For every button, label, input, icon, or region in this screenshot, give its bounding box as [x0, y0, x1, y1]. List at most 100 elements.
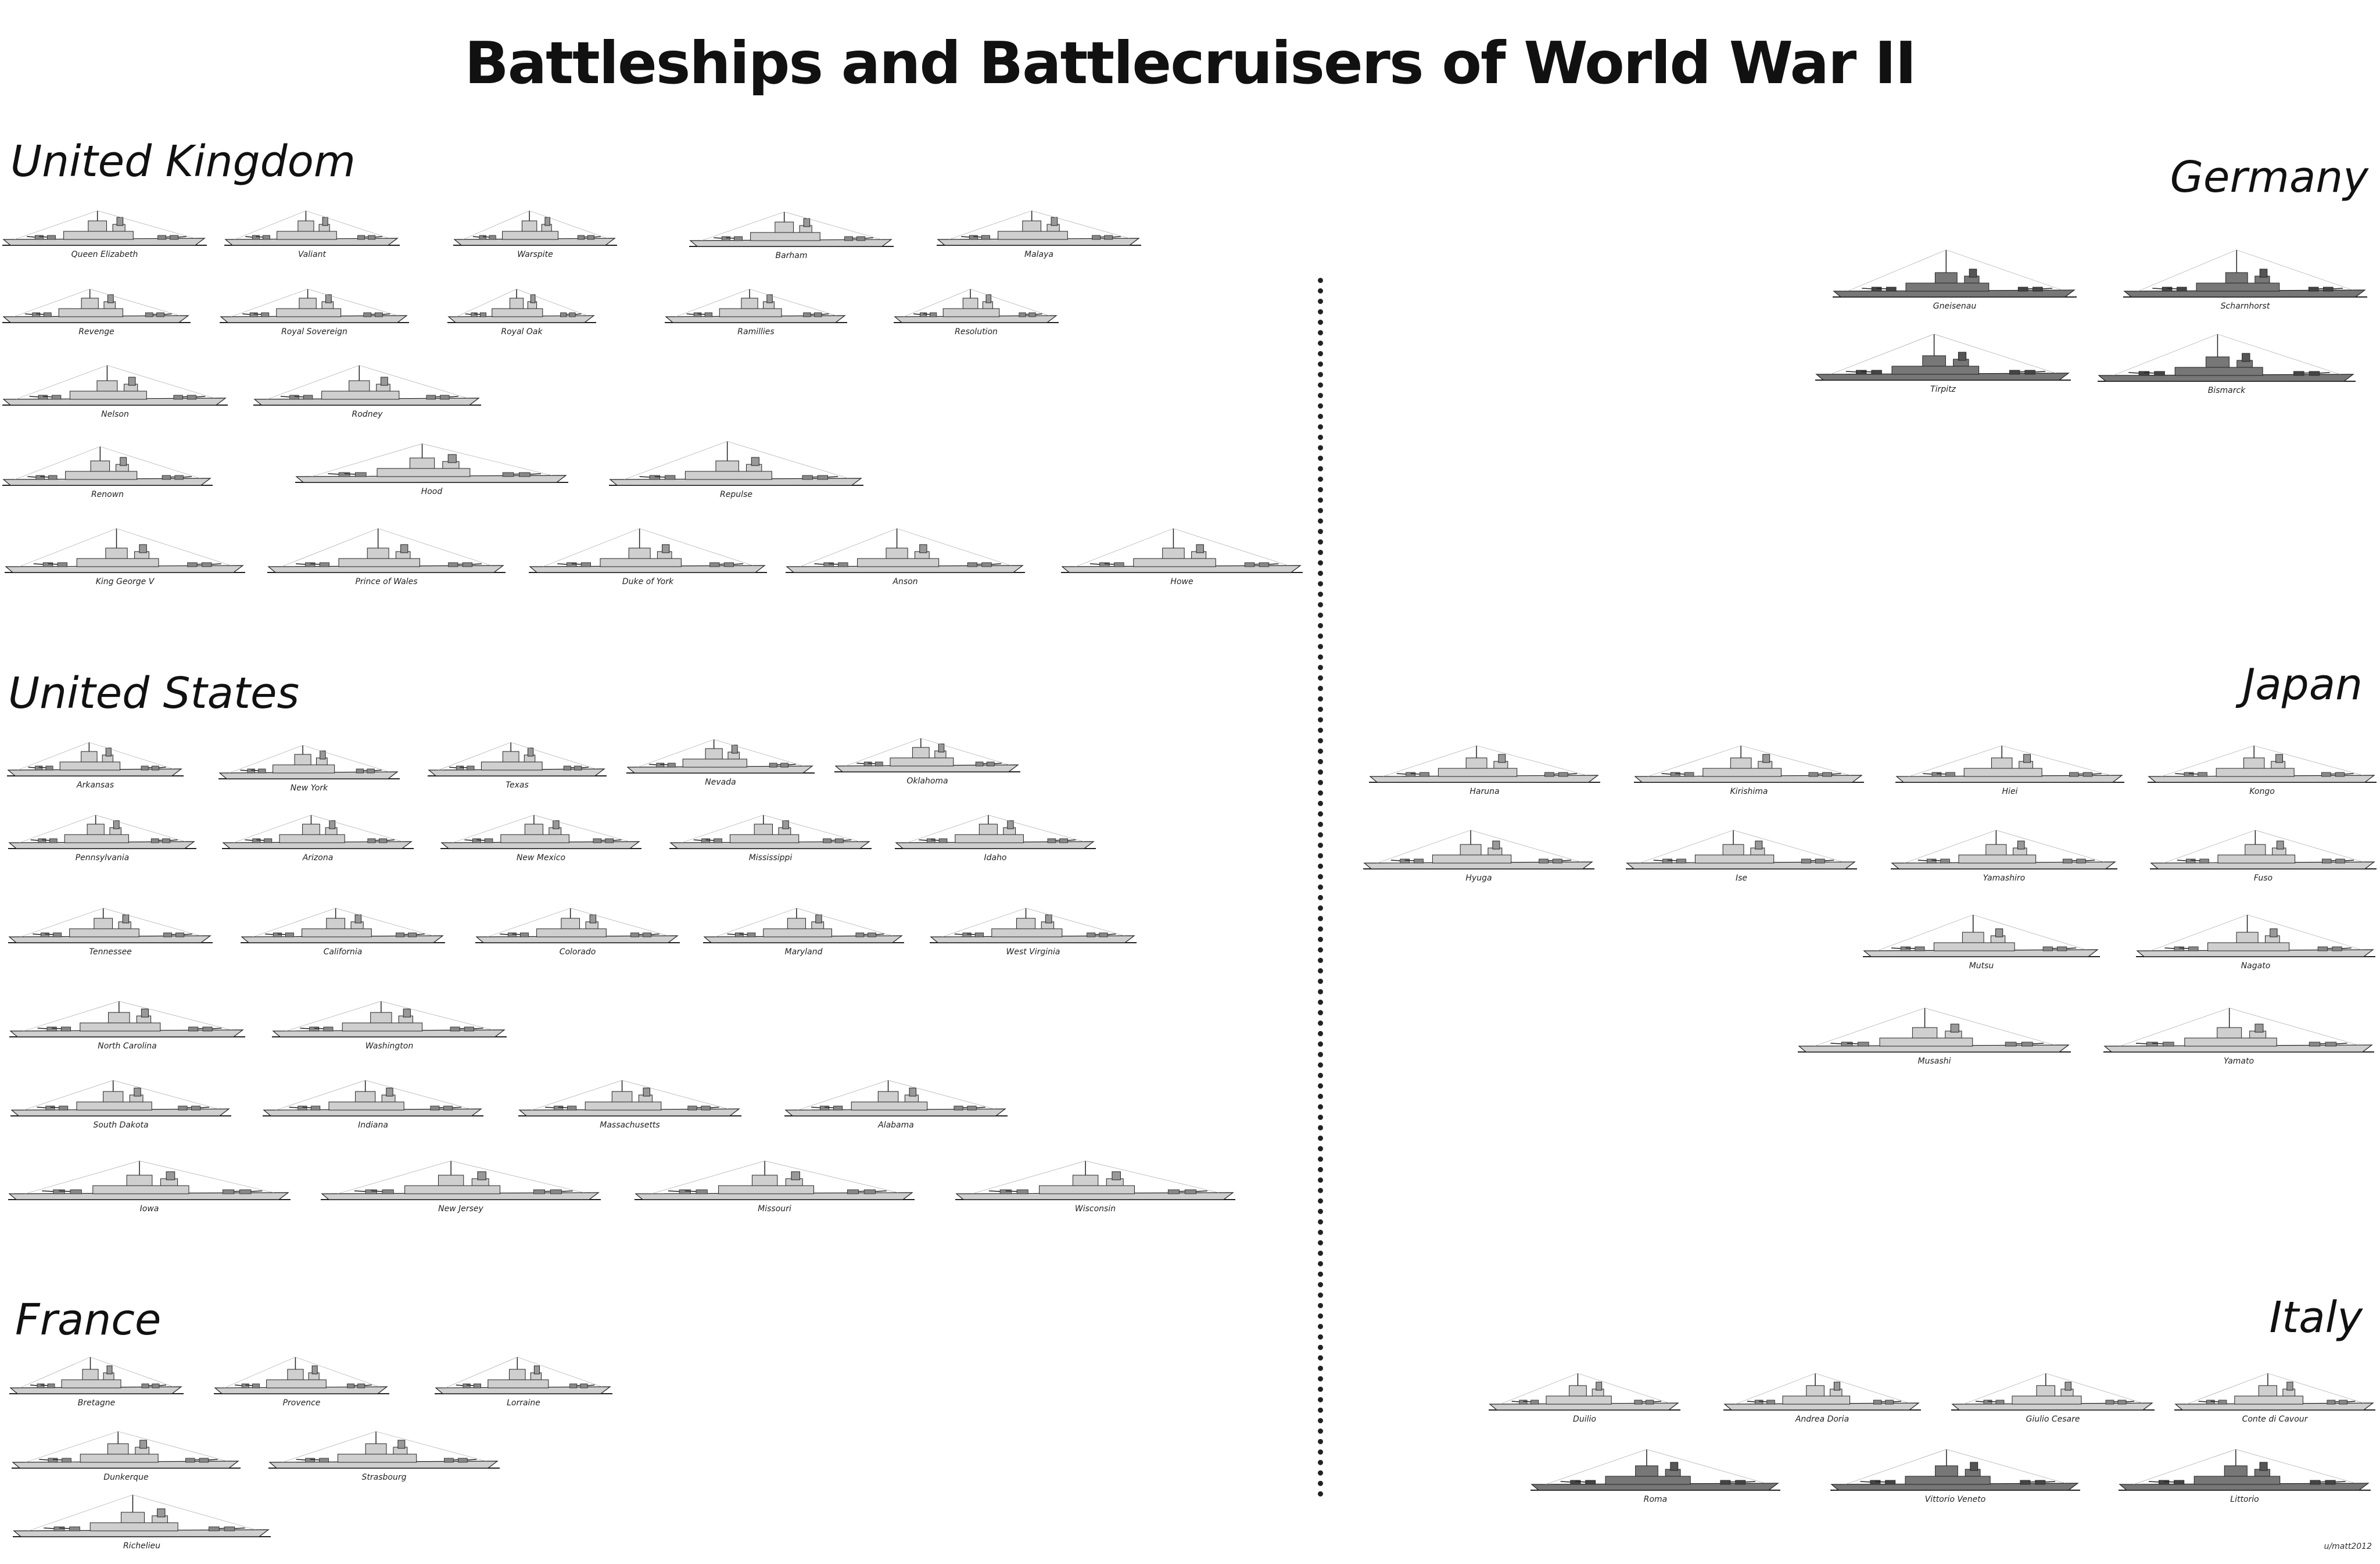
- ship-profile-icon: [224, 210, 400, 246]
- ship-name-label: South Dakota: [93, 1121, 149, 1130]
- ship-name-label: Duke of York: [622, 577, 674, 586]
- ship-name-label: Hyuga: [1465, 874, 1492, 883]
- ship-name-label: Malaya: [1024, 250, 1053, 259]
- ship-profile-icon: [609, 441, 863, 486]
- ship-warspite: Warspite: [453, 209, 617, 263]
- ship-profile-icon: [12, 1431, 241, 1469]
- ship-ramillies: Ramillies: [665, 288, 847, 340]
- ship-arkansas: Arkansas: [7, 741, 184, 793]
- ship-texas: Texas: [428, 741, 607, 793]
- ship-hiei: Hiei: [1895, 744, 2124, 800]
- ship-profile-icon: [7, 742, 184, 776]
- ship-profile-icon: [2, 446, 213, 486]
- ship-profile-icon: [268, 1431, 500, 1469]
- ship-littorio: Littorio: [2119, 1447, 2371, 1508]
- ship-name-label: Fuso: [2253, 874, 2273, 883]
- ship-bretagne: Bretagne: [9, 1355, 184, 1411]
- page-title: Battleships and Battlecruisers of World …: [464, 29, 1916, 97]
- ship-name-label: Pennsylvania: [75, 853, 130, 862]
- ship-valiant: Valiant: [224, 209, 400, 263]
- ship-washington: Washington: [272, 1000, 507, 1054]
- ship-yamato: Yamato: [2103, 1005, 2374, 1069]
- ship-prince-of-wales: Prince of Wales: [267, 526, 506, 590]
- ship-name-label: Hiei: [2002, 787, 2018, 796]
- ship-mississippi: Mississippi: [669, 814, 872, 866]
- ship-richelieu: Richelieu: [13, 1493, 271, 1554]
- ship-haruna: Haruna: [1369, 744, 1600, 800]
- ship-anson: Anson: [786, 526, 1025, 590]
- ship-nevada: Nevada: [626, 738, 815, 790]
- ship-profile-icon: [784, 1080, 1008, 1116]
- ship-provence: Provence: [214, 1355, 389, 1411]
- ship-profile-icon: [8, 815, 196, 849]
- ship-name-label: Colorado: [559, 947, 596, 957]
- ship-profile-icon: [930, 908, 1137, 943]
- ship-profile-icon: [447, 289, 596, 323]
- ship-california: California: [241, 907, 445, 960]
- ship-name-label: Texas: [506, 781, 529, 790]
- ship-profile-icon: [2148, 745, 2377, 783]
- ship-lorraine: Lorraine: [435, 1355, 612, 1411]
- ship-name-label: Wisconsin: [1074, 1204, 1116, 1214]
- ship-name-label: Ramillies: [737, 327, 775, 337]
- ship-profile-icon: [253, 365, 481, 406]
- ship-name-label: Strasbourg: [361, 1473, 407, 1482]
- ship-vittorio-veneto: Vittorio Veneto: [1830, 1447, 2080, 1508]
- ship-profile-icon: [2123, 249, 2367, 298]
- ship-profile-icon: [2, 365, 228, 406]
- ship-profile-icon: [241, 908, 445, 943]
- ship-name-label: Royal Oak: [501, 327, 543, 337]
- ship-profile-icon: [1061, 528, 1303, 573]
- ship-profile-icon: [2098, 334, 2356, 382]
- ship-profile-icon: [13, 1494, 271, 1537]
- ship-profile-icon: [1891, 830, 2117, 869]
- ship-profile-icon: [1626, 830, 1857, 869]
- ship-name-label: Prince of Wales: [355, 577, 418, 586]
- ship-kirishima: Kirishima: [1634, 744, 1864, 800]
- ship-idaho: Idaho: [895, 814, 1096, 866]
- ship-name-label: Rodney: [352, 410, 383, 419]
- ship-profile-icon: [9, 1357, 184, 1394]
- ship-colorado: Colorado: [475, 907, 680, 960]
- ship-profile-icon: [1489, 1373, 1680, 1411]
- ship-name-label: Queen Elizabeth: [71, 250, 138, 259]
- ship-dunkerque: Dunkerque: [12, 1430, 241, 1486]
- ship-profile-icon: [2, 289, 191, 323]
- ship-name-label: North Carolina: [98, 1042, 157, 1051]
- ship-iowa: Iowa: [8, 1159, 291, 1217]
- section-japan: Japan: [2242, 660, 2363, 710]
- ship-king-george-v: King George V: [5, 526, 245, 590]
- ship-name-label: Repulse: [720, 490, 752, 499]
- ship-profile-icon: [263, 1080, 483, 1116]
- ship-name-label: Vittorio Veneto: [1924, 1495, 1986, 1504]
- ship-wisconsin: Wisconsin: [955, 1159, 1235, 1217]
- ship-profile-icon: [2174, 1373, 2375, 1411]
- ship-name-label: Provence: [282, 1398, 321, 1408]
- ship-name-label: King George V: [95, 577, 155, 586]
- ship-profile-icon: [1863, 914, 2100, 957]
- ship-barham: Barham: [689, 210, 894, 264]
- ship-profile-icon: [321, 1161, 601, 1200]
- ship-name-label: Gneisenau: [1933, 302, 1977, 311]
- ship-kongo: Kongo: [2148, 744, 2377, 800]
- ship-profile-icon: [220, 289, 409, 323]
- ship-north-carolina: North Carolina: [9, 1000, 245, 1054]
- ship-profile-icon: [1895, 745, 2124, 783]
- ship-revenge: Revenge: [2, 288, 191, 340]
- ship-name-label: Duilio: [1573, 1415, 1596, 1424]
- ship-profile-icon: [2, 210, 207, 246]
- ship-name-label: Yamato: [2223, 1057, 2254, 1066]
- ship-profile-icon: [955, 1161, 1235, 1200]
- center-divider: [1318, 278, 1323, 1497]
- section-united-states: United States: [8, 668, 300, 718]
- ship-profile-icon: [1815, 334, 2071, 381]
- ship-name-label: Haruna: [1469, 787, 1500, 796]
- ship-name-label: West Virginia: [1006, 947, 1060, 957]
- ship-gneisenau: Gneisenau: [1833, 247, 2077, 314]
- ship-profile-icon: [428, 742, 607, 776]
- ship-ise: Ise: [1626, 828, 1857, 886]
- ship-fuso: Fuso: [2150, 828, 2377, 886]
- ship-profile-icon: [295, 443, 568, 483]
- ship-profile-icon: [834, 738, 1020, 772]
- ship-name-label: Nevada: [705, 778, 736, 787]
